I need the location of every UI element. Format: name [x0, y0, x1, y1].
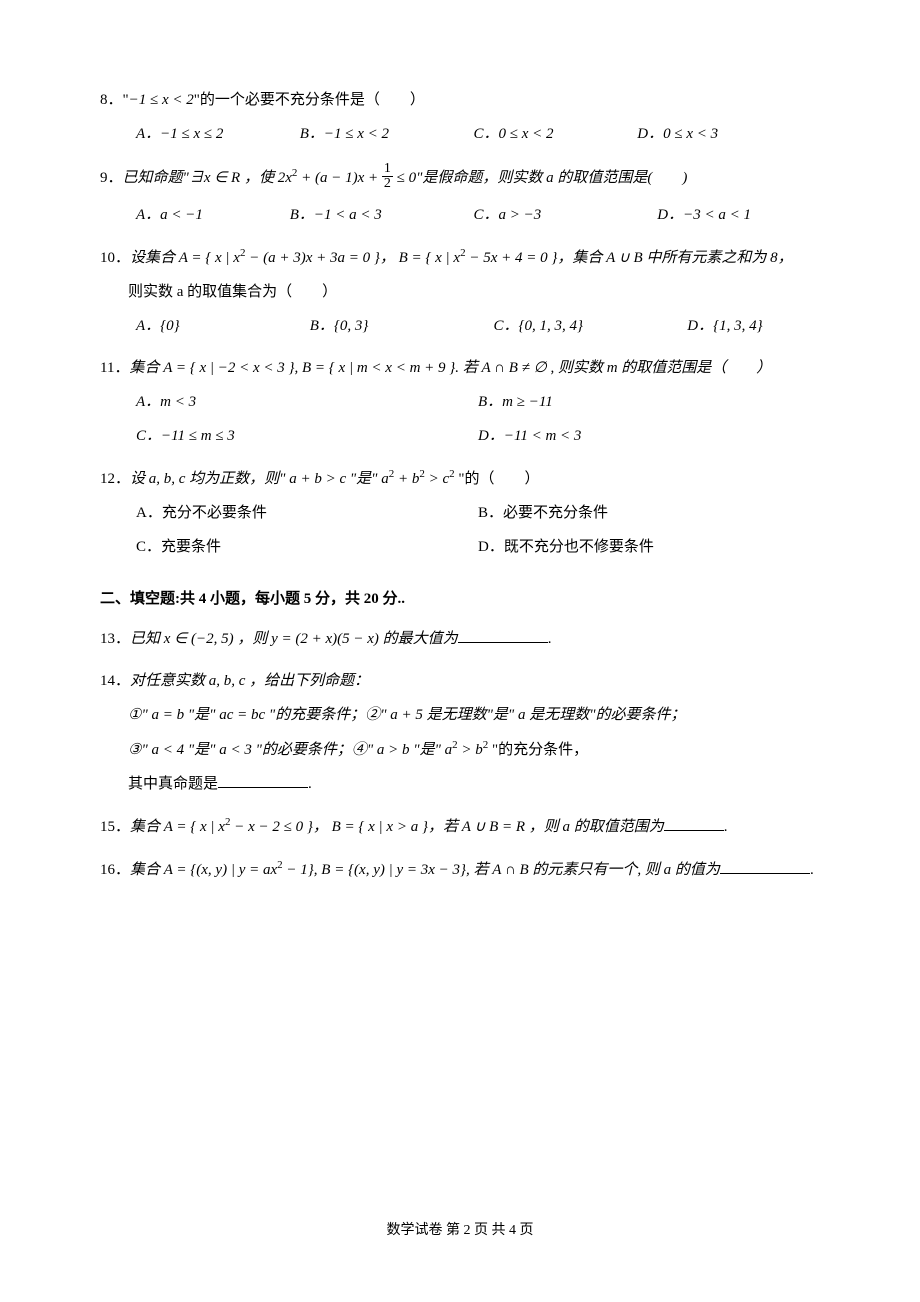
q8-options: A．−1 ≤ x ≤ 2 B．−1 ≤ x < 2 C．0 ≤ x < 2 D．…: [100, 122, 820, 146]
q12-option-d: D．既不充分也不修要条件: [478, 535, 820, 559]
q14-line3: 其中真命题是.: [100, 772, 820, 796]
q9-option-a: A．a < −1: [136, 203, 286, 227]
q16-number: 16．: [100, 862, 130, 878]
q14-number: 14．: [100, 673, 130, 689]
q12-stem: 12．设 a, b, c 均为正数，则" a + b > c "是" a2 + …: [100, 466, 820, 491]
q11-number: 11．: [100, 360, 129, 376]
q15-stem: 15．集合 A = { x | x2 − x − 2 ≤ 0 }， B = { …: [100, 814, 820, 839]
q11-stem: 11．集合 A = { x | −2 < x < 3 }, B = { x | …: [100, 356, 820, 380]
q9-option-c: C．a > −3: [474, 203, 654, 227]
q8-number: 8．: [100, 92, 123, 108]
q11-option-c: C．−11 ≤ m ≤ 3: [136, 424, 478, 448]
page-footer: 数学试卷 第 2 页 共 4 页: [0, 1220, 920, 1242]
q10-stem: 10．设集合 A = { x | x2 − (a + 3)x + 3a = 0 …: [100, 245, 820, 270]
q12-number: 12．: [100, 471, 130, 487]
question-8: 8．"−1 ≤ x < 2"的一个必要不充分条件是（ ） A．−1 ≤ x ≤ …: [100, 88, 820, 146]
q8-option-b: B．−1 ≤ x < 2: [300, 122, 470, 146]
q10-line2: 则实数 a 的取值集合为（ ）: [100, 280, 820, 304]
blank: [720, 859, 810, 874]
question-13: 13．已知 x ∈ (−2, 5) ，则 y = (2 + x)(5 − x) …: [100, 627, 820, 651]
q8-option-d: D．0 ≤ x < 3: [637, 122, 718, 146]
q11-option-a: A．m < 3: [136, 390, 478, 414]
q8-stem: 8．"−1 ≤ x < 2"的一个必要不充分条件是（ ）: [100, 88, 820, 112]
q10-option-a: A．{0}: [136, 314, 306, 338]
question-9: 9．已知命题"∃x ∈ R ，使 2x2 + (a − 1)x + 12 ≤ 0…: [100, 164, 820, 227]
section-2-title: 二、填空题:共 4 小题，每小题 5 分，共 20 分..: [100, 587, 820, 611]
q11-option-b: B．m ≥ −11: [478, 390, 820, 414]
blank: [458, 628, 548, 643]
q9-option-b: B．−1 < a < 3: [290, 203, 470, 227]
q9-number: 9．: [100, 170, 123, 186]
q11-option-d: D．−11 < m < 3: [478, 424, 820, 448]
q14-line2: ③" a < 4 "是" a < 3 "的必要条件；④" a > b "是" a…: [100, 737, 820, 762]
question-11: 11．集合 A = { x | −2 < x < 3 }, B = { x | …: [100, 356, 820, 448]
question-16: 16．集合 A = {(x, y) | y = ax2 − 1}, B = {(…: [100, 857, 820, 882]
question-14: 14．对任意实数 a, b, c ，给出下列命题： ①" a = b "是" a…: [100, 669, 820, 796]
q12-options: A．充分不必要条件 B．必要不充分条件 C．充要条件 D．既不充分也不修要条件: [100, 501, 820, 559]
q8-option-a: A．−1 ≤ x ≤ 2: [136, 122, 296, 146]
blank: [664, 816, 724, 831]
q9-stem: 9．已知命题"∃x ∈ R ，使 2x2 + (a − 1)x + 12 ≤ 0…: [100, 164, 820, 193]
question-15: 15．集合 A = { x | x2 − x − 2 ≤ 0 }， B = { …: [100, 814, 820, 839]
q10-number: 10．: [100, 250, 130, 266]
q10-option-b: B．{0, 3}: [310, 314, 490, 338]
q13-number: 13．: [100, 631, 130, 647]
q14-stem: 14．对任意实数 a, b, c ，给出下列命题：: [100, 669, 820, 693]
q9-options: A．a < −1 B．−1 < a < 3 C．a > −3 D．−3 < a …: [100, 203, 820, 227]
q8-option-c: C．0 ≤ x < 2: [474, 122, 634, 146]
question-10: 10．设集合 A = { x | x2 − (a + 3)x + 3a = 0 …: [100, 245, 820, 338]
q13-stem: 13．已知 x ∈ (−2, 5) ，则 y = (2 + x)(5 − x) …: [100, 627, 820, 651]
q14-line1: ①" a = b "是" ac = bc "的充要条件；②" a + 5 是无理…: [100, 703, 820, 727]
q15-number: 15．: [100, 819, 130, 835]
q16-stem: 16．集合 A = {(x, y) | y = ax2 − 1}, B = {(…: [100, 857, 820, 882]
q12-option-c: C．充要条件: [136, 535, 478, 559]
q12-option-b: B．必要不充分条件: [478, 501, 820, 525]
q10-options: A．{0} B．{0, 3} C．{0, 1, 3, 4} D．{1, 3, 4…: [100, 314, 820, 338]
q12-option-a: A．充分不必要条件: [136, 501, 478, 525]
q9-option-d: D．−3 < a < 1: [657, 203, 751, 227]
q10-option-d: D．{1, 3, 4}: [687, 314, 762, 338]
q11-options: A．m < 3 B．m ≥ −11 C．−11 ≤ m ≤ 3 D．−11 < …: [100, 390, 820, 448]
q10-option-c: C．{0, 1, 3, 4}: [494, 314, 684, 338]
blank: [218, 773, 308, 788]
question-12: 12．设 a, b, c 均为正数，则" a + b > c "是" a2 + …: [100, 466, 820, 559]
